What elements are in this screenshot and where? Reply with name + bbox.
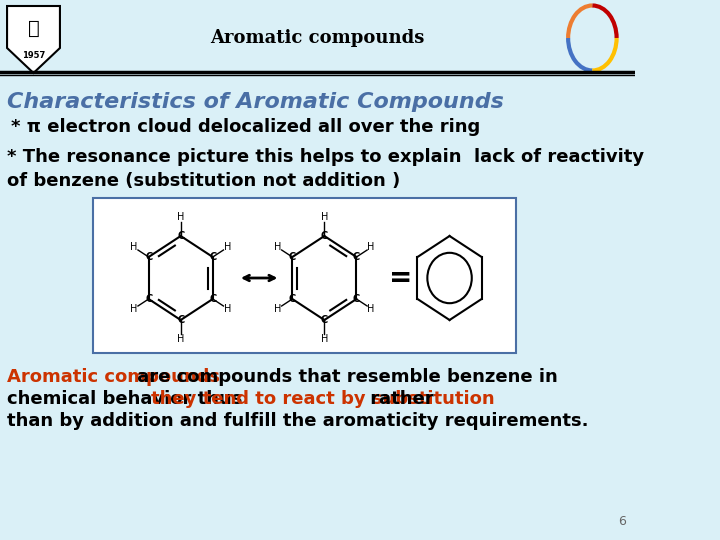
Text: C: C (353, 294, 360, 304)
Text: 6: 6 (618, 515, 626, 528)
Text: H: H (130, 242, 138, 253)
Text: C: C (353, 252, 360, 262)
Text: 1957: 1957 (22, 51, 45, 60)
Text: Aromatic compounds: Aromatic compounds (7, 368, 220, 386)
Text: H: H (274, 242, 282, 253)
Polygon shape (7, 6, 60, 73)
Text: H: H (367, 303, 374, 314)
Text: of benzene (substitution not addition ): of benzene (substitution not addition ) (7, 172, 400, 190)
Text: C: C (321, 231, 328, 241)
Text: H: H (274, 303, 282, 314)
Text: C: C (209, 294, 217, 304)
Text: =: = (390, 264, 413, 292)
Text: * The resonance picture this helps to explain  lack of reactivity: * The resonance picture this helps to ex… (7, 148, 644, 166)
Text: H: H (320, 334, 328, 344)
Text: Characteristics of Aromatic Compounds: Characteristics of Aromatic Compounds (7, 92, 504, 112)
Text: * π electron cloud delocalized all over the ring: * π electron cloud delocalized all over … (11, 118, 480, 136)
Text: H: H (177, 212, 184, 222)
Text: C: C (177, 231, 184, 241)
Text: H: H (367, 242, 374, 253)
Text: 🌴: 🌴 (27, 18, 40, 37)
Bar (0, 0, 634, 75)
Text: C: C (145, 252, 152, 262)
Text: C: C (321, 315, 328, 325)
Text: H: H (130, 303, 138, 314)
Text: chemical behavior thus: chemical behavior thus (7, 390, 248, 408)
Text: C: C (145, 294, 152, 304)
Text: rather: rather (364, 390, 433, 408)
Text: than by addition and fulfill the aromaticity requirements.: than by addition and fulfill the aromati… (7, 412, 588, 430)
Text: C: C (209, 252, 217, 262)
Text: they tend to react by substitution: they tend to react by substitution (151, 390, 495, 408)
Text: Aromatic compounds: Aromatic compounds (210, 29, 425, 47)
Text: C: C (289, 252, 296, 262)
Text: C: C (177, 315, 184, 325)
Text: are compounds that resemble benzene in: are compounds that resemble benzene in (131, 368, 557, 386)
Text: H: H (224, 303, 231, 314)
FancyBboxPatch shape (93, 198, 516, 353)
Text: H: H (320, 212, 328, 222)
Text: H: H (224, 242, 231, 253)
Text: C: C (289, 294, 296, 304)
Text: H: H (177, 334, 184, 344)
